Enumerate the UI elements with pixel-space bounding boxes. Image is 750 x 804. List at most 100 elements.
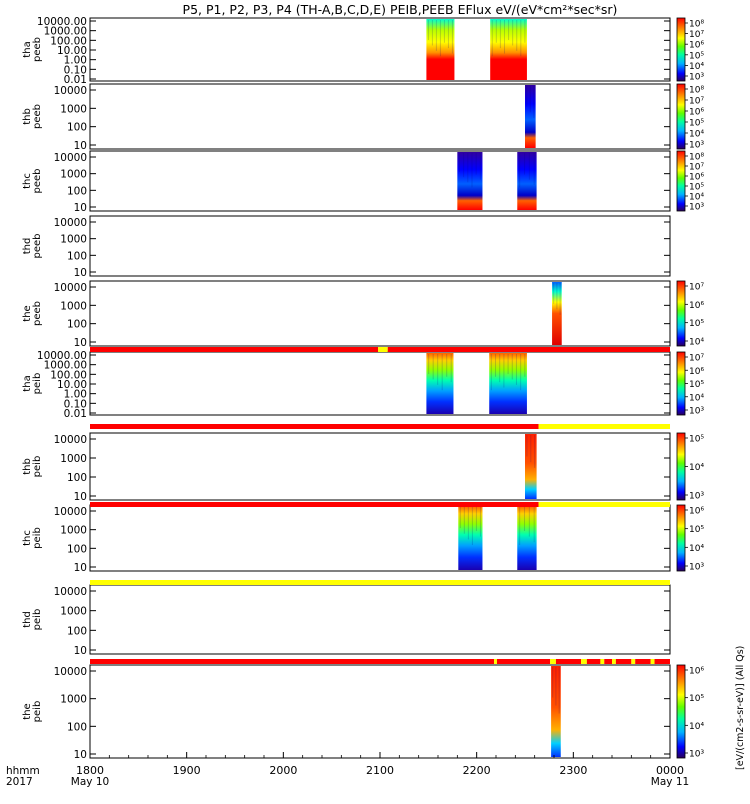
colorbar-tick-label: 10⁷ bbox=[689, 283, 704, 293]
x-tick-label: 2100 bbox=[366, 764, 394, 777]
y-tick-label: 100 bbox=[67, 122, 87, 134]
colorbar-tick-label: 10⁸ bbox=[689, 153, 704, 163]
colorbar bbox=[676, 432, 686, 501]
y-tick-label: 10000.00 bbox=[37, 350, 87, 362]
y-tick-label: 0.01 bbox=[64, 74, 87, 86]
spectrogram-block bbox=[517, 506, 537, 570]
mode-segment bbox=[90, 659, 495, 664]
corner-hhmm: hhmm bbox=[6, 765, 40, 777]
y-tick-label: 10000 bbox=[54, 217, 87, 229]
panel-frame bbox=[89, 215, 671, 277]
colorbar bbox=[676, 504, 686, 572]
mode-bar bbox=[90, 347, 670, 352]
spectrogram-block bbox=[426, 353, 454, 414]
y-tick-label: 10 bbox=[74, 337, 87, 349]
mode-segment bbox=[90, 580, 670, 585]
colorbar-tick-label: 10⁷ bbox=[689, 97, 704, 107]
y-tick-label: 10 bbox=[74, 645, 87, 657]
colorbar bbox=[676, 280, 686, 347]
y-tick-label: 10000 bbox=[54, 152, 87, 164]
y-axis-label: thd bbox=[22, 611, 33, 628]
y-tick-label: 100.00 bbox=[50, 369, 87, 381]
y-tick-label: 10 bbox=[74, 202, 87, 214]
y-tick-label: 100.00 bbox=[50, 35, 87, 47]
y-tick-label: 100 bbox=[67, 250, 87, 262]
panel-frame bbox=[89, 432, 671, 501]
y-axis-label: the bbox=[22, 703, 33, 719]
mode-segment bbox=[90, 424, 539, 429]
colorbar-tick-label: 10⁴ bbox=[689, 62, 704, 72]
colorbar-tick-label: 10⁵ bbox=[689, 525, 704, 535]
mode-bar bbox=[90, 659, 670, 664]
panel-frame bbox=[89, 664, 671, 759]
colorbar-tick-label: 10⁵ bbox=[689, 380, 704, 390]
x-tick-label: 1900 bbox=[173, 764, 201, 777]
panel-thd-peeb: 10000 1000 100 10 thd peeb bbox=[22, 215, 671, 279]
panel-thd-peib: 10000 1000 100 10 thd peib bbox=[22, 584, 671, 657]
y-tick-label: 10000 bbox=[54, 434, 87, 446]
y-tick-label: 1000 bbox=[60, 300, 87, 312]
mode-segment bbox=[631, 659, 636, 664]
y-tick-label: 100 bbox=[67, 472, 87, 484]
colorbar-tick-label: 10⁴ bbox=[689, 338, 704, 348]
panel-frame bbox=[89, 17, 671, 82]
mode-segment bbox=[496, 659, 551, 664]
y-tick-label: 10 bbox=[74, 749, 87, 761]
mode-segment bbox=[387, 347, 670, 352]
panel-frame bbox=[89, 584, 671, 655]
y-axis-label: peib bbox=[32, 609, 43, 631]
mode-segment bbox=[615, 659, 632, 664]
y-axis-label: the bbox=[22, 305, 33, 321]
x-tick-label: 0000 bbox=[656, 764, 684, 777]
y-tick-label: 1000 bbox=[60, 606, 87, 618]
colorbar bbox=[676, 83, 686, 150]
colorbar-tick-label: 10³ bbox=[689, 73, 704, 83]
colorbar-tick-label: 10⁴ bbox=[689, 393, 704, 403]
colorbar-tick-label: 10⁴ bbox=[689, 722, 704, 732]
y-axis-label: thb bbox=[22, 458, 33, 475]
mode-segment bbox=[600, 659, 605, 664]
y-tick-label: 1000 bbox=[60, 169, 87, 181]
x-tick-label: 2300 bbox=[559, 764, 587, 777]
x-tick-label: 2200 bbox=[463, 764, 491, 777]
y-tick-label: 10.00 bbox=[57, 45, 87, 57]
y-tick-label: 1.00 bbox=[64, 55, 87, 67]
colorbar-tick-label: 10⁷ bbox=[689, 354, 704, 364]
colorbar-tick-label: 10⁴ bbox=[689, 130, 704, 140]
colorbar-tick-label: 10⁷ bbox=[689, 30, 704, 40]
y-tick-label: 1000 bbox=[60, 103, 87, 115]
y-tick-label: 1.00 bbox=[64, 389, 87, 401]
y-tick-label: 10000 bbox=[54, 586, 87, 598]
colorbar-tick-label: 10³ bbox=[689, 750, 704, 760]
colorbar-tick-label: 10⁷ bbox=[689, 163, 704, 173]
colorbar-tick-label: 10³ bbox=[689, 492, 704, 502]
colorbar-tick-label: 10⁵ bbox=[689, 119, 704, 129]
y-tick-label: 1000.00 bbox=[44, 26, 87, 38]
mode-segment bbox=[654, 659, 670, 664]
y-axis-label: thd bbox=[22, 238, 33, 255]
mode-segment bbox=[604, 659, 612, 664]
mode-bar bbox=[90, 424, 670, 429]
y-axis-label: tha bbox=[22, 41, 33, 57]
y-tick-label: 1000 bbox=[60, 453, 87, 465]
colorbar bbox=[676, 17, 686, 82]
spectrogram-block bbox=[458, 506, 483, 570]
y-tick-label: 100 bbox=[67, 319, 87, 331]
mode-segment bbox=[538, 502, 670, 507]
y-axis-label: tha bbox=[22, 375, 33, 391]
y-tick-label: 10 bbox=[74, 562, 87, 574]
y-tick-label: 100 bbox=[67, 721, 87, 733]
colorbar-tick-label: 10³ bbox=[689, 141, 704, 151]
y-axis-label: thc bbox=[22, 530, 33, 546]
colorbar-tick-label: 10⁶ bbox=[689, 173, 704, 183]
panels: 10000.001000.00100.0010.001.000.100.01th… bbox=[22, 16, 704, 761]
y-tick-label: 10000 bbox=[54, 282, 87, 294]
mode-segment bbox=[90, 347, 379, 352]
mode-segment bbox=[494, 659, 497, 664]
colorbar-tick-label: 10⁵ bbox=[689, 694, 704, 704]
panel-frame bbox=[89, 504, 671, 572]
